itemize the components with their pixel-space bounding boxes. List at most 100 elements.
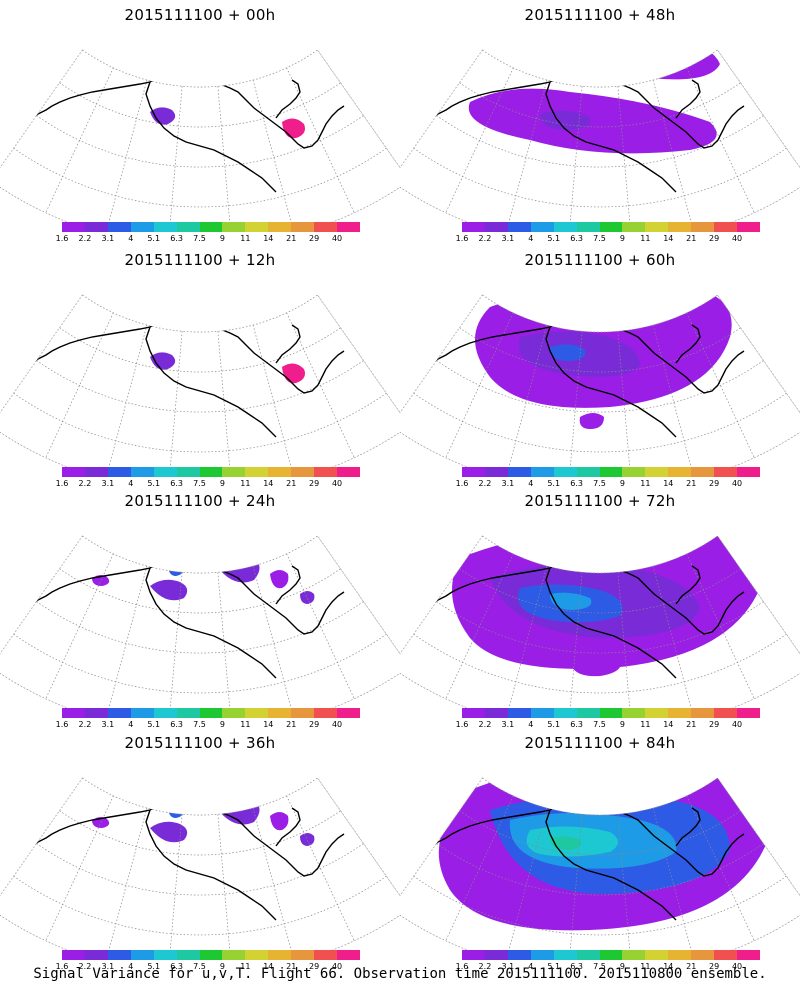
- colorbar-tick-label: 2.2: [78, 962, 92, 971]
- colorbar-swatch: [62, 222, 85, 232]
- colorbar-tick-label: 2.2: [478, 720, 492, 729]
- variance-area: [270, 570, 289, 589]
- colorbar-swatch: [222, 950, 246, 960]
- colorbar-tick-label: 14: [263, 479, 274, 488]
- panel-title: 2015111100 + 36h: [124, 734, 276, 752]
- colorbar-swatch: [314, 708, 338, 718]
- colorbar-swatch: [107, 708, 131, 718]
- colorbar-swatch: [245, 950, 269, 960]
- colorbar-swatch: [130, 708, 154, 718]
- colorbar-swatch: [337, 222, 360, 232]
- colorbar-tick-label: 40: [331, 479, 343, 488]
- colorbar-tick-label: 11: [240, 479, 251, 488]
- colorbar-tick-label: 11: [640, 234, 651, 243]
- map-panel-36h: 2015111100 + 36h 1.6 2.2 3.1 4 5.1 6.3 7.5 9 11 14…: [0, 728, 400, 973]
- colorbar-tick-label: 14: [663, 479, 674, 488]
- colorbar-tick-label: 40: [331, 234, 343, 243]
- colorbar-swatch: [599, 950, 623, 960]
- colorbar-swatch: [337, 950, 360, 960]
- colorbar-tick-label: 11: [240, 234, 251, 243]
- colorbar-swatch: [268, 950, 292, 960]
- colorbar-swatch: [576, 222, 600, 232]
- colorbar-swatch: [530, 467, 554, 477]
- coastline: [675, 324, 701, 364]
- colorbar-swatch: [62, 467, 85, 477]
- colorbar-tick-label: 14: [663, 962, 674, 971]
- colorbar-tick-label: 5.1: [547, 962, 561, 971]
- colorbar: [462, 708, 760, 718]
- colorbar-tick-label: 3.1: [101, 720, 115, 729]
- polar-map: [0, 777, 400, 950]
- colorbar-swatch: [314, 222, 338, 232]
- colorbar-swatch: [62, 708, 85, 718]
- colorbar-swatch: [291, 708, 315, 718]
- colorbar-swatch: [645, 950, 669, 960]
- coastline: [545, 81, 677, 193]
- colorbar-swatch: [553, 950, 577, 960]
- colorbar: [462, 222, 760, 232]
- panel-title: 2015111100 + 12h: [124, 251, 276, 269]
- colorbar-tick-label: 2.2: [78, 479, 92, 488]
- colorbar-swatch: [176, 708, 200, 718]
- colorbar-swatch: [507, 467, 531, 477]
- colorbar-swatch: [291, 467, 315, 477]
- colorbar-tick-label: 5.1: [547, 720, 561, 729]
- colorbar-swatch: [714, 950, 738, 960]
- colorbar-tick-label: 1.6: [455, 234, 469, 243]
- variance-area: [150, 579, 188, 601]
- colorbar-swatch: [714, 467, 738, 477]
- colorbar-swatch: [268, 222, 292, 232]
- colorbar-swatch: [291, 222, 315, 232]
- variance-area: [590, 895, 661, 919]
- variance-area: [570, 653, 622, 677]
- colorbar-tick-label: 3.1: [101, 962, 115, 971]
- colorbar-swatch: [691, 950, 715, 960]
- colorbar-tick-label: 9: [219, 720, 225, 729]
- colorbar-swatch: [107, 222, 131, 232]
- colorbar-swatch: [222, 467, 246, 477]
- colorbar-tick-label: 3.1: [501, 234, 515, 243]
- colorbar-swatch: [645, 222, 669, 232]
- colorbar-swatch: [530, 708, 554, 718]
- coastline: [145, 326, 277, 438]
- colorbar-swatch: [314, 950, 338, 960]
- colorbar-tick-label: 21: [286, 234, 297, 243]
- map-panel-12h: 2015111100 + 12h 1.6 2.2 3.1 4 5.1 6.3 7.5 9 11 14…: [0, 245, 400, 490]
- colorbar-labels: 1.6 2.2 3.1 4 5.1 6.3 7.5 9 11 14 21 29 40: [56, 720, 360, 730]
- colorbar-tick-label: 14: [663, 234, 674, 243]
- colorbar-tick-label: 21: [286, 720, 297, 729]
- colorbar-swatch: [199, 222, 223, 232]
- colorbar-swatch: [462, 222, 485, 232]
- colorbar-tick-label: 29: [309, 234, 320, 243]
- colorbar-tick-label: 3.1: [101, 479, 115, 488]
- colorbar-tick-label: 9: [219, 479, 225, 488]
- map-panel-60h: 2015111100 + 60h 1.6 2.2 3.1 4 5.1 6.3 7.5 9 11 14…: [400, 245, 800, 490]
- panel-title: 2015111100 + 72h: [524, 492, 676, 510]
- colorbar: [62, 467, 360, 477]
- colorbar-tick-label: 6.3: [570, 720, 583, 729]
- colorbar-tick-label: 4: [128, 720, 134, 729]
- variance-area: [468, 88, 717, 154]
- colorbar-tick-label: 40: [731, 720, 743, 729]
- coastline: [145, 567, 277, 679]
- colorbar-tick-label: 5.1: [147, 234, 161, 243]
- colorbar: [62, 950, 360, 960]
- colorbar-tick-label: 2.2: [78, 234, 92, 243]
- variance-area: [540, 110, 591, 130]
- variance-area: [285, 369, 298, 379]
- colorbar-tick-label: 14: [263, 720, 274, 729]
- colorbar-swatch: [484, 222, 508, 232]
- colorbar-swatch: [507, 950, 531, 960]
- colorbar-tick-label: 1.6: [55, 479, 69, 488]
- colorbar-tick-label: 1.6: [55, 234, 69, 243]
- colorbar-tick-label: 21: [686, 234, 697, 243]
- colorbar-tick-label: 9: [619, 720, 625, 729]
- colorbar-swatch: [668, 222, 692, 232]
- colorbar-tick-label: 1.6: [55, 962, 69, 971]
- colorbar-swatch: [337, 708, 360, 718]
- coastline: [275, 79, 301, 119]
- map-panel-72h: 2015111100 + 72h 1.6 2.2 3.1 4 5.1 6.3 7.5 9 11 14…: [400, 486, 800, 731]
- colorbar-tick-label: 40: [331, 962, 343, 971]
- coastline: [275, 565, 301, 605]
- colorbar-tick-label: 21: [286, 962, 297, 971]
